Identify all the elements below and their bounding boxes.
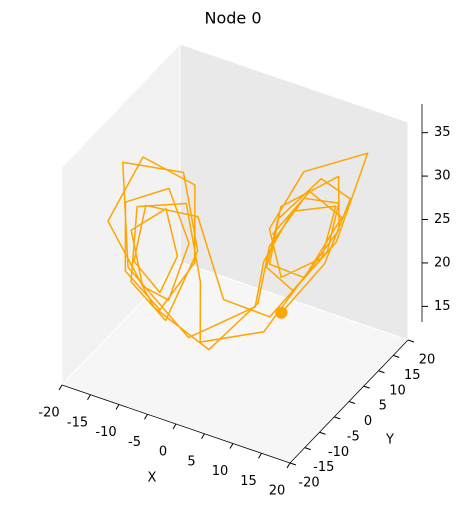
y-tick bbox=[393, 354, 400, 358]
y-tick-label: 0 bbox=[364, 414, 372, 429]
z-tick-label: 20 bbox=[434, 255, 451, 270]
y-tick-label: -5 bbox=[347, 429, 360, 444]
y-tick-label: 5 bbox=[379, 399, 387, 414]
x-tick bbox=[87, 394, 91, 401]
x-tick bbox=[58, 384, 63, 391]
x-tick bbox=[144, 413, 148, 420]
x-tick-label: 15 bbox=[240, 474, 257, 489]
y-tick bbox=[378, 370, 385, 374]
y-tick bbox=[407, 339, 415, 343]
y-tick-label: 15 bbox=[404, 368, 421, 383]
y-tick bbox=[319, 431, 326, 435]
x-tick bbox=[229, 443, 234, 449]
x-tick-label: -15 bbox=[67, 415, 88, 430]
z-tick-label: 35 bbox=[434, 125, 451, 140]
x-tick bbox=[115, 404, 120, 410]
start-marker bbox=[275, 306, 288, 319]
x-tick-label: 10 bbox=[212, 464, 229, 479]
z-tick-label: 30 bbox=[434, 169, 451, 184]
y-tick bbox=[334, 416, 341, 420]
x-tick-label: -10 bbox=[95, 425, 116, 440]
x-tick bbox=[258, 452, 262, 459]
y-tick-label: 10 bbox=[389, 383, 406, 398]
z-tick-label: 15 bbox=[434, 299, 451, 314]
x-tick-label: 20 bbox=[269, 484, 286, 499]
y-tick-label: -15 bbox=[313, 460, 334, 475]
y-axis-label: Y bbox=[385, 433, 394, 448]
y-tick-label: 20 bbox=[419, 353, 436, 368]
x-tick bbox=[172, 423, 177, 430]
z-tick-label: 25 bbox=[434, 212, 451, 227]
y-tick-label: -20 bbox=[298, 476, 319, 491]
chart-title: Node 0 bbox=[204, 9, 261, 28]
trajectory bbox=[107, 152, 369, 351]
y-tick bbox=[348, 401, 356, 404]
y-tick bbox=[289, 462, 297, 466]
y-tick-label: -10 bbox=[328, 445, 349, 460]
x-tick-label: -5 bbox=[128, 435, 141, 450]
x-tick bbox=[286, 462, 291, 469]
x-tick bbox=[201, 433, 205, 440]
x-axis-label: X bbox=[148, 471, 157, 486]
y-tick bbox=[304, 447, 311, 451]
y-tick bbox=[363, 385, 370, 389]
x-tick-label: -20 bbox=[38, 406, 59, 421]
x-tick-label: 5 bbox=[187, 454, 195, 469]
x-tick-label: 0 bbox=[159, 445, 167, 460]
